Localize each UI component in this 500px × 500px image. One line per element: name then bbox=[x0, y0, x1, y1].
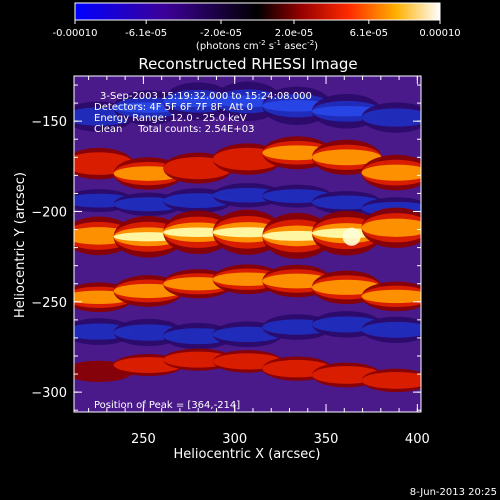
y-axis: −150 −200 −250 −300 bbox=[31, 84, 421, 411]
colorbar-ticks: -0.00010 -6.1e-05 -2.0e-05 2.0e-05 6.1e-05 0.… bbox=[53, 20, 461, 39]
absorption-band bbox=[74, 311, 421, 350]
colorbar-tick-label: -6.1e-05 bbox=[125, 28, 167, 39]
emission-band-blob bbox=[361, 289, 421, 304]
annotation-detectors: Detectors: 4F 5F 6F 7F 8F, Att 0 bbox=[94, 102, 253, 113]
y-tick-label: −200 bbox=[31, 205, 67, 220]
emission-band-blob bbox=[361, 164, 421, 181]
y-axis-label: Heliocentric Y (arcsec) bbox=[13, 172, 28, 318]
plot-frame bbox=[73, 75, 422, 413]
y-tick-label: −250 bbox=[31, 296, 67, 311]
heatmap-area bbox=[74, 76, 421, 412]
footer-timestamp: 8-Jun-2013 20:25 bbox=[410, 487, 497, 498]
emission-band bbox=[74, 348, 421, 393]
colorbar-tick-label: -0.00010 bbox=[53, 28, 98, 39]
x-tick-label: 300 bbox=[222, 432, 247, 447]
colorbar-tick-label: 6.1e-05 bbox=[350, 28, 388, 39]
annotation-energy-range: Energy Range: 12.0 - 25.0 keV bbox=[94, 113, 247, 124]
colorbar bbox=[74, 2, 441, 21]
colorbar-tick-label: -2.0e-05 bbox=[200, 28, 242, 39]
emission-band bbox=[74, 264, 421, 313]
x-tick-label: 350 bbox=[314, 432, 339, 447]
absorption-band bbox=[74, 183, 421, 221]
colorbar-tick-label: 0.00010 bbox=[419, 28, 460, 39]
x-axis-label: Heliocentric X (arcsec) bbox=[174, 447, 321, 462]
colorbar-unit-label: (photons cm-2 s-1 asec-2) bbox=[196, 39, 318, 52]
x-axis: 250 300 350 400 bbox=[88, 76, 430, 447]
emission-band bbox=[74, 136, 421, 191]
x-tick-label: 250 bbox=[131, 432, 156, 447]
heatmap-image bbox=[74, 81, 421, 393]
emission-band bbox=[74, 207, 421, 259]
absorption-band-blob bbox=[361, 321, 421, 338]
annotation-time-range: 3-Sep-2003 15:19:32.000 to 15:24:08.000 bbox=[100, 91, 312, 102]
peak-marker bbox=[342, 227, 361, 246]
emission-band-blob bbox=[361, 218, 421, 237]
peak-position-label: Position of Peak = [364,-214] bbox=[94, 400, 240, 411]
y-tick-label: −300 bbox=[31, 386, 67, 401]
emission-band-blob bbox=[311, 149, 382, 166]
y-tick-label: −150 bbox=[31, 115, 67, 130]
absorption-band bbox=[74, 81, 421, 133]
annotation-clean-counts: Clean Total counts: 2.54E+03 bbox=[94, 124, 254, 135]
observation-info: 3-Sep-2003 15:19:32.000 to 15:24:08.000 … bbox=[94, 91, 312, 135]
x-tick-label: 400 bbox=[405, 432, 430, 447]
chart-title: Reconstructed RHESSI Image bbox=[138, 55, 357, 73]
colorbar-tick-label: 2.0e-05 bbox=[275, 28, 313, 39]
absorption-band-blob bbox=[361, 108, 421, 127]
emission-band-blob bbox=[361, 371, 421, 389]
